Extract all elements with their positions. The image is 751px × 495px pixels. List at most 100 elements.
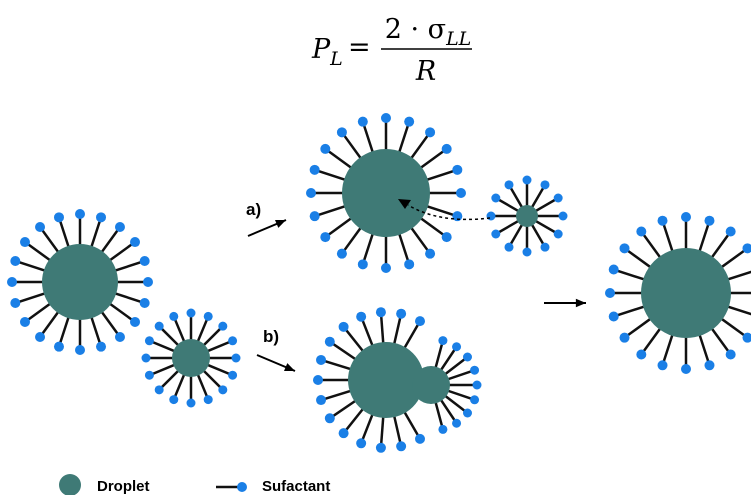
surfactant-tail: [330, 399, 358, 418]
surfactant-head: [187, 399, 196, 408]
surfactant-head: [356, 438, 366, 448]
surfactant-head: [376, 443, 386, 453]
surfactant-head: [487, 212, 496, 221]
surfactant-head: [425, 127, 435, 137]
legend-surfactant: Sufactant: [262, 478, 330, 495]
surfactant-head: [316, 355, 326, 365]
surfactant-tail: [409, 225, 430, 254]
arrow-head: [576, 299, 586, 308]
surfactant-head: [491, 230, 500, 239]
legend-droplet: Droplet: [97, 478, 150, 495]
surfactant-head: [605, 288, 615, 298]
surfactant-tail: [363, 122, 374, 156]
surfactant-tail: [409, 132, 430, 161]
surfactant-head: [339, 322, 349, 332]
droplet: [172, 339, 210, 377]
surfactant-head: [20, 237, 30, 247]
surfactant-head: [404, 117, 414, 127]
surfactant-head: [470, 395, 479, 404]
surfactant-tail: [625, 317, 654, 338]
surfactant-head: [320, 144, 330, 154]
surfactant-head: [325, 413, 335, 423]
surfactant-head: [204, 312, 213, 321]
droplet: [516, 205, 538, 227]
surfactant-head: [358, 117, 368, 127]
surfactant-head: [620, 243, 630, 253]
surfactant-tail: [710, 232, 731, 261]
surfactant-tail: [108, 302, 135, 322]
surfactant-head: [396, 309, 406, 319]
surfactant-head: [704, 360, 714, 370]
surfactant-tail: [418, 216, 447, 237]
droplet: [42, 244, 118, 320]
diagram: PL = 2 · σLL R a) b) Droplet Sufactant: [0, 0, 751, 495]
surfactant-head: [452, 342, 461, 351]
surfactant-head: [376, 307, 386, 317]
surfactant-head: [10, 256, 20, 266]
surfactant-tail: [59, 315, 69, 347]
surfactant-head: [554, 194, 563, 203]
surfactant-tail: [108, 242, 135, 262]
surfactant-head: [438, 336, 447, 345]
surfactant-tail: [361, 412, 373, 443]
surfactant-head: [473, 381, 482, 390]
surfactant-head: [130, 317, 140, 327]
surfactant-head: [218, 322, 227, 331]
surfactant-head: [636, 227, 646, 237]
surfactant-head: [316, 395, 326, 405]
surfactant-head: [381, 113, 391, 123]
surfactant-head: [155, 322, 164, 331]
surfactant-head: [505, 180, 514, 189]
surfactant-tail: [719, 317, 748, 338]
surfactant-head: [452, 419, 461, 428]
surfactant-head: [75, 345, 85, 355]
surfactant-head: [143, 277, 153, 287]
surfactant-tail: [398, 122, 409, 156]
surfactant-head: [541, 180, 550, 189]
surfactant-tail: [315, 170, 349, 181]
surfactant-head: [658, 216, 668, 226]
surfactant-head: [145, 371, 154, 380]
surfactant-tail: [100, 310, 120, 337]
formula-lhs: PL: [311, 34, 343, 70]
surfactant-head: [142, 354, 151, 363]
surfactant-tail: [403, 410, 420, 439]
surfactant-head: [609, 265, 619, 275]
surfactant-head: [54, 212, 64, 222]
droplet: [342, 149, 430, 237]
surfactant-head: [470, 366, 479, 375]
droplet: [348, 342, 424, 418]
surfactant-head: [425, 249, 435, 259]
surfactant-head: [306, 188, 316, 198]
surfactant-head: [442, 144, 452, 154]
surfactant-head: [7, 277, 17, 287]
surfactant-head: [559, 212, 568, 221]
surfactant-tail: [614, 306, 648, 317]
surfactant-head: [140, 256, 150, 266]
surfactant-head: [636, 349, 646, 359]
surfactant-head: [396, 441, 406, 451]
surfactant-tail: [344, 407, 365, 433]
surfactant-head: [452, 165, 462, 175]
surfactant-head: [310, 165, 320, 175]
surfactant-tail: [625, 248, 654, 269]
surfactant-tail: [699, 221, 710, 255]
surfactant-head: [339, 428, 349, 438]
surfactant-tail: [113, 293, 145, 303]
surfactant-tail: [363, 231, 374, 265]
surfactant-tail: [91, 315, 101, 347]
surfactant-head: [228, 371, 237, 380]
surfactant-head: [96, 212, 106, 222]
surfactant-tail: [325, 216, 354, 237]
surfactant-head: [75, 209, 85, 219]
surfactant-tail: [113, 261, 145, 271]
surfactant-head: [609, 311, 619, 321]
surfactant-tail: [15, 261, 47, 271]
surfactant-head: [54, 342, 64, 352]
surfactant-tail: [403, 321, 420, 350]
surfactant-head: [491, 194, 500, 203]
droplet: [412, 366, 450, 404]
surfactant-tail: [418, 149, 447, 170]
surfactant-tail: [719, 248, 748, 269]
surfactant-head: [356, 312, 366, 322]
